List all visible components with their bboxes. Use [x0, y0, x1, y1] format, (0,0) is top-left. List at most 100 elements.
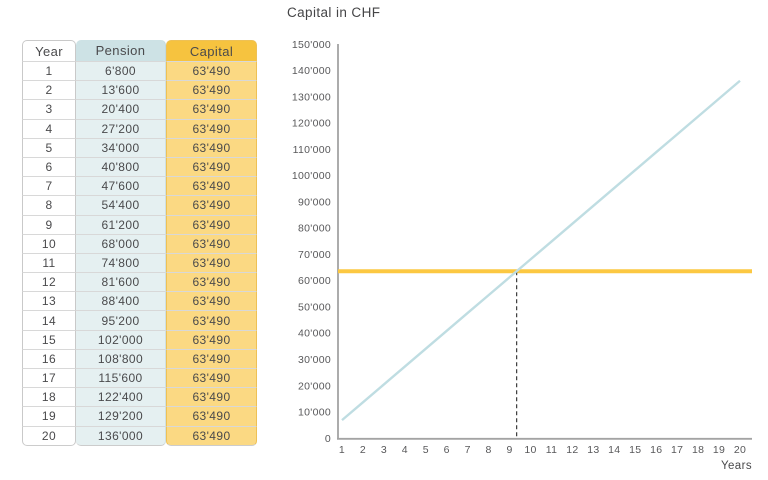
x-tick-label: 11 — [546, 444, 558, 456]
table-cell-pension: 129'200 — [76, 406, 166, 426]
table-body: 1 6'800 63'490 2 13'600 63'490 3 20'400 63'490 4 2… — [22, 61, 257, 446]
table-cell-capital: 63'490 — [166, 348, 257, 368]
table-cell-year: 8 — [22, 195, 76, 215]
table-cell-capital: 63'490 — [166, 176, 257, 196]
y-tick-label: 0 — [325, 433, 331, 445]
table-cell-pension: 61'200 — [76, 214, 166, 234]
table-cell-year: 6 — [22, 156, 76, 177]
table-cell-pension: 40'800 — [76, 156, 166, 177]
table-cell-capital: 63'490 — [166, 61, 257, 81]
x-tick-label: 19 — [713, 444, 725, 456]
table-cell-pension: 47'600 — [76, 176, 166, 196]
table-cell-year: 18 — [22, 387, 76, 407]
table-cell-capital: 63'490 — [166, 310, 257, 330]
table-cell-year: 1 — [22, 61, 76, 81]
table-cell-pension: 20'400 — [76, 99, 166, 119]
table-cell-pension: 95'200 — [76, 310, 166, 330]
x-tick-label: 3 — [381, 444, 387, 456]
x-tick-label: 18 — [692, 444, 704, 456]
table-row: 18 122'400 63'490 — [22, 387, 257, 407]
x-tick-label: 14 — [608, 444, 620, 456]
table-cell-pension: 34'000 — [76, 137, 166, 157]
table-cell-capital: 63'490 — [166, 214, 257, 234]
x-tick-label: 12 — [566, 444, 578, 456]
x-tick-label: 2 — [360, 444, 366, 456]
table-row: 7 47'600 63'490 — [22, 176, 257, 196]
y-tick-label: 80'000 — [298, 223, 331, 235]
table-cell-pension: 13'600 — [76, 80, 166, 100]
x-tick-label: 9 — [507, 444, 513, 456]
table-row: 15 102'000 63'490 — [22, 329, 257, 349]
table-header: Year Pension Capital — [22, 40, 257, 61]
x-tick-label: 16 — [650, 444, 662, 456]
x-tick-label: 4 — [402, 444, 408, 456]
table-row: 1 6'800 63'490 — [22, 61, 257, 81]
table-cell-year: 3 — [22, 99, 76, 119]
table-cell-capital: 63'490 — [166, 252, 257, 273]
table-cell-capital: 63'490 — [166, 137, 257, 157]
table-row: 12 81'600 63'490 — [22, 272, 257, 292]
table-cell-capital: 63'490 — [166, 329, 257, 349]
table-cell-pension: 102'000 — [76, 329, 166, 349]
table-cell-pension: 136'000 — [76, 425, 166, 446]
x-tick-label: 1 — [339, 444, 345, 456]
y-tick-label: 100'000 — [292, 170, 331, 182]
table-row: 10 68'000 63'490 — [22, 233, 257, 253]
table-row: 20 136'000 63'490 — [22, 425, 257, 446]
table-cell-capital: 63'490 — [166, 291, 257, 311]
table-row: 4 27'200 63'490 — [22, 118, 257, 138]
table-cell-year: 14 — [22, 310, 76, 330]
x-tick-label: 5 — [423, 444, 429, 456]
y-tick-label: 40'000 — [298, 328, 331, 340]
table-cell-year: 17 — [22, 368, 76, 388]
y-tick-label: 50'000 — [298, 301, 331, 313]
table-cell-pension: 68'000 — [76, 233, 166, 253]
table-row: 5 34'000 63'490 — [22, 137, 257, 157]
y-tick-label: 120'000 — [292, 118, 331, 130]
table-cell-capital: 63'490 — [166, 80, 257, 100]
table-cell-capital: 63'490 — [166, 118, 257, 138]
table-cell-pension: 27'200 — [76, 118, 166, 138]
table-cell-pension: 54'400 — [76, 195, 166, 215]
table-row: 16 108'800 63'490 — [22, 348, 257, 368]
y-tick-label: 90'000 — [298, 196, 331, 208]
table-cell-capital: 63'490 — [166, 406, 257, 426]
x-tick-label: 7 — [465, 444, 471, 456]
y-tick-label: 30'000 — [298, 354, 331, 366]
table-row: 14 95'200 63'490 — [22, 310, 257, 330]
table-cell-year: 9 — [22, 214, 76, 234]
x-tick-label: 13 — [587, 444, 599, 456]
table-cell-capital: 63'490 — [166, 195, 257, 215]
column-header-pension: Pension — [76, 40, 166, 61]
y-tick-label: 130'000 — [292, 91, 331, 103]
y-tick-label: 20'000 — [298, 380, 331, 392]
table-cell-year: 12 — [22, 272, 76, 292]
y-tick-label: 60'000 — [298, 275, 331, 287]
pension-line — [341, 79, 741, 422]
y-tick-label: 140'000 — [292, 65, 331, 77]
table-row: 11 74'800 63'490 — [22, 252, 257, 273]
x-axis-title: Years — [721, 460, 752, 472]
table-cell-year: 11 — [22, 252, 76, 273]
y-tick-label: 70'000 — [298, 249, 331, 261]
table-cell-pension: 122'400 — [76, 387, 166, 407]
table-cell-pension: 115'600 — [76, 368, 166, 388]
x-tick-label: 17 — [671, 444, 683, 456]
y-tick-label: 110'000 — [293, 144, 331, 156]
table-cell-capital: 63'490 — [166, 387, 257, 407]
table-cell-year: 13 — [22, 291, 76, 311]
x-tick-label: 20 — [734, 444, 746, 456]
table-cell-capital: 63'490 — [166, 368, 257, 388]
table-cell-year: 19 — [22, 406, 76, 426]
chart-title: Capital in CHF — [287, 5, 381, 20]
table-cell-year: 2 — [22, 80, 76, 100]
table-row: 19 129'200 63'490 — [22, 406, 257, 426]
table-cell-year: 15 — [22, 329, 76, 349]
table-cell-pension: 108'800 — [76, 348, 166, 368]
table-cell-pension: 88'400 — [76, 291, 166, 311]
table-cell-year: 10 — [22, 233, 76, 253]
table-header-row: Year Pension Capital — [22, 40, 257, 61]
x-tick-label: 8 — [486, 444, 492, 456]
y-tick-label: 10'000 — [298, 407, 331, 419]
